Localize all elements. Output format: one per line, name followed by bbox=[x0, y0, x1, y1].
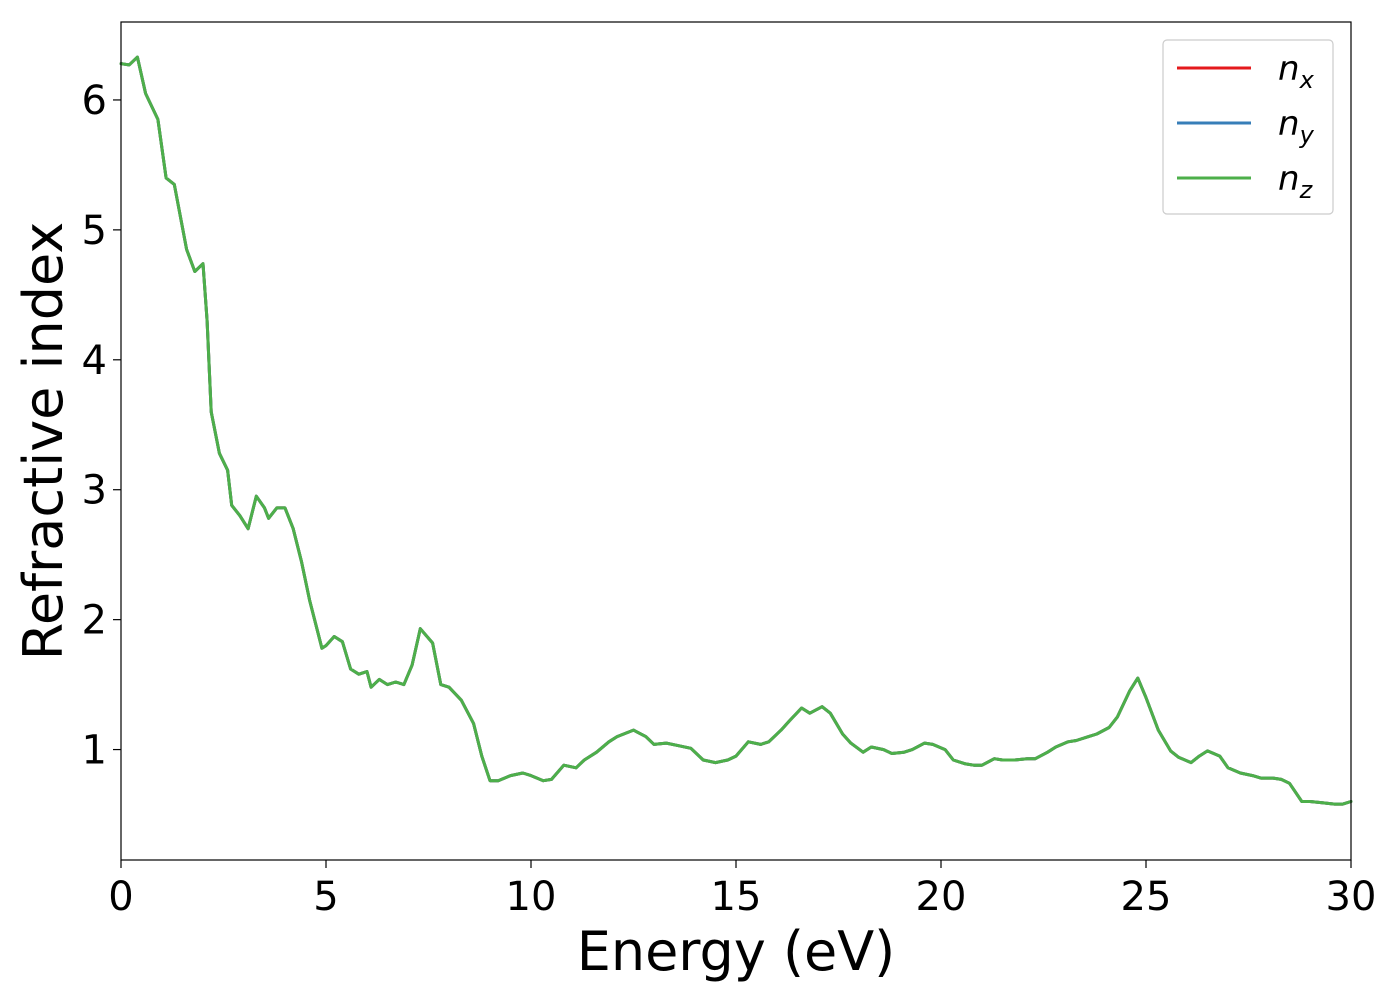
series-line-n-z bbox=[119, 55, 1353, 806]
x-axis-title: Energy (eV) bbox=[577, 920, 896, 983]
y-tick-label: 3 bbox=[82, 468, 107, 514]
legend-box bbox=[1162, 39, 1334, 215]
x-tick-label: 25 bbox=[1121, 874, 1172, 920]
y-tick-label: 5 bbox=[82, 208, 107, 254]
x-tick-label: 5 bbox=[313, 874, 338, 920]
x-tick-label: 0 bbox=[108, 874, 133, 920]
x-tick-label: 30 bbox=[1326, 874, 1377, 920]
y-axis: 1 2 3 4 5 6 bbox=[82, 78, 121, 774]
y-axis-title: Refractive index bbox=[12, 222, 75, 661]
y-tick-label: 2 bbox=[82, 598, 107, 644]
series-layer bbox=[119, 55, 1353, 806]
x-axis: 0 5 10 15 20 25 30 bbox=[108, 860, 1376, 920]
y-tick-label: 6 bbox=[82, 78, 107, 124]
x-tick-label: 15 bbox=[711, 874, 762, 920]
y-tick-label: 1 bbox=[82, 728, 107, 774]
y-tick-label: 4 bbox=[82, 338, 107, 384]
x-tick-label: 20 bbox=[916, 874, 967, 920]
x-tick-label: 10 bbox=[506, 874, 557, 920]
